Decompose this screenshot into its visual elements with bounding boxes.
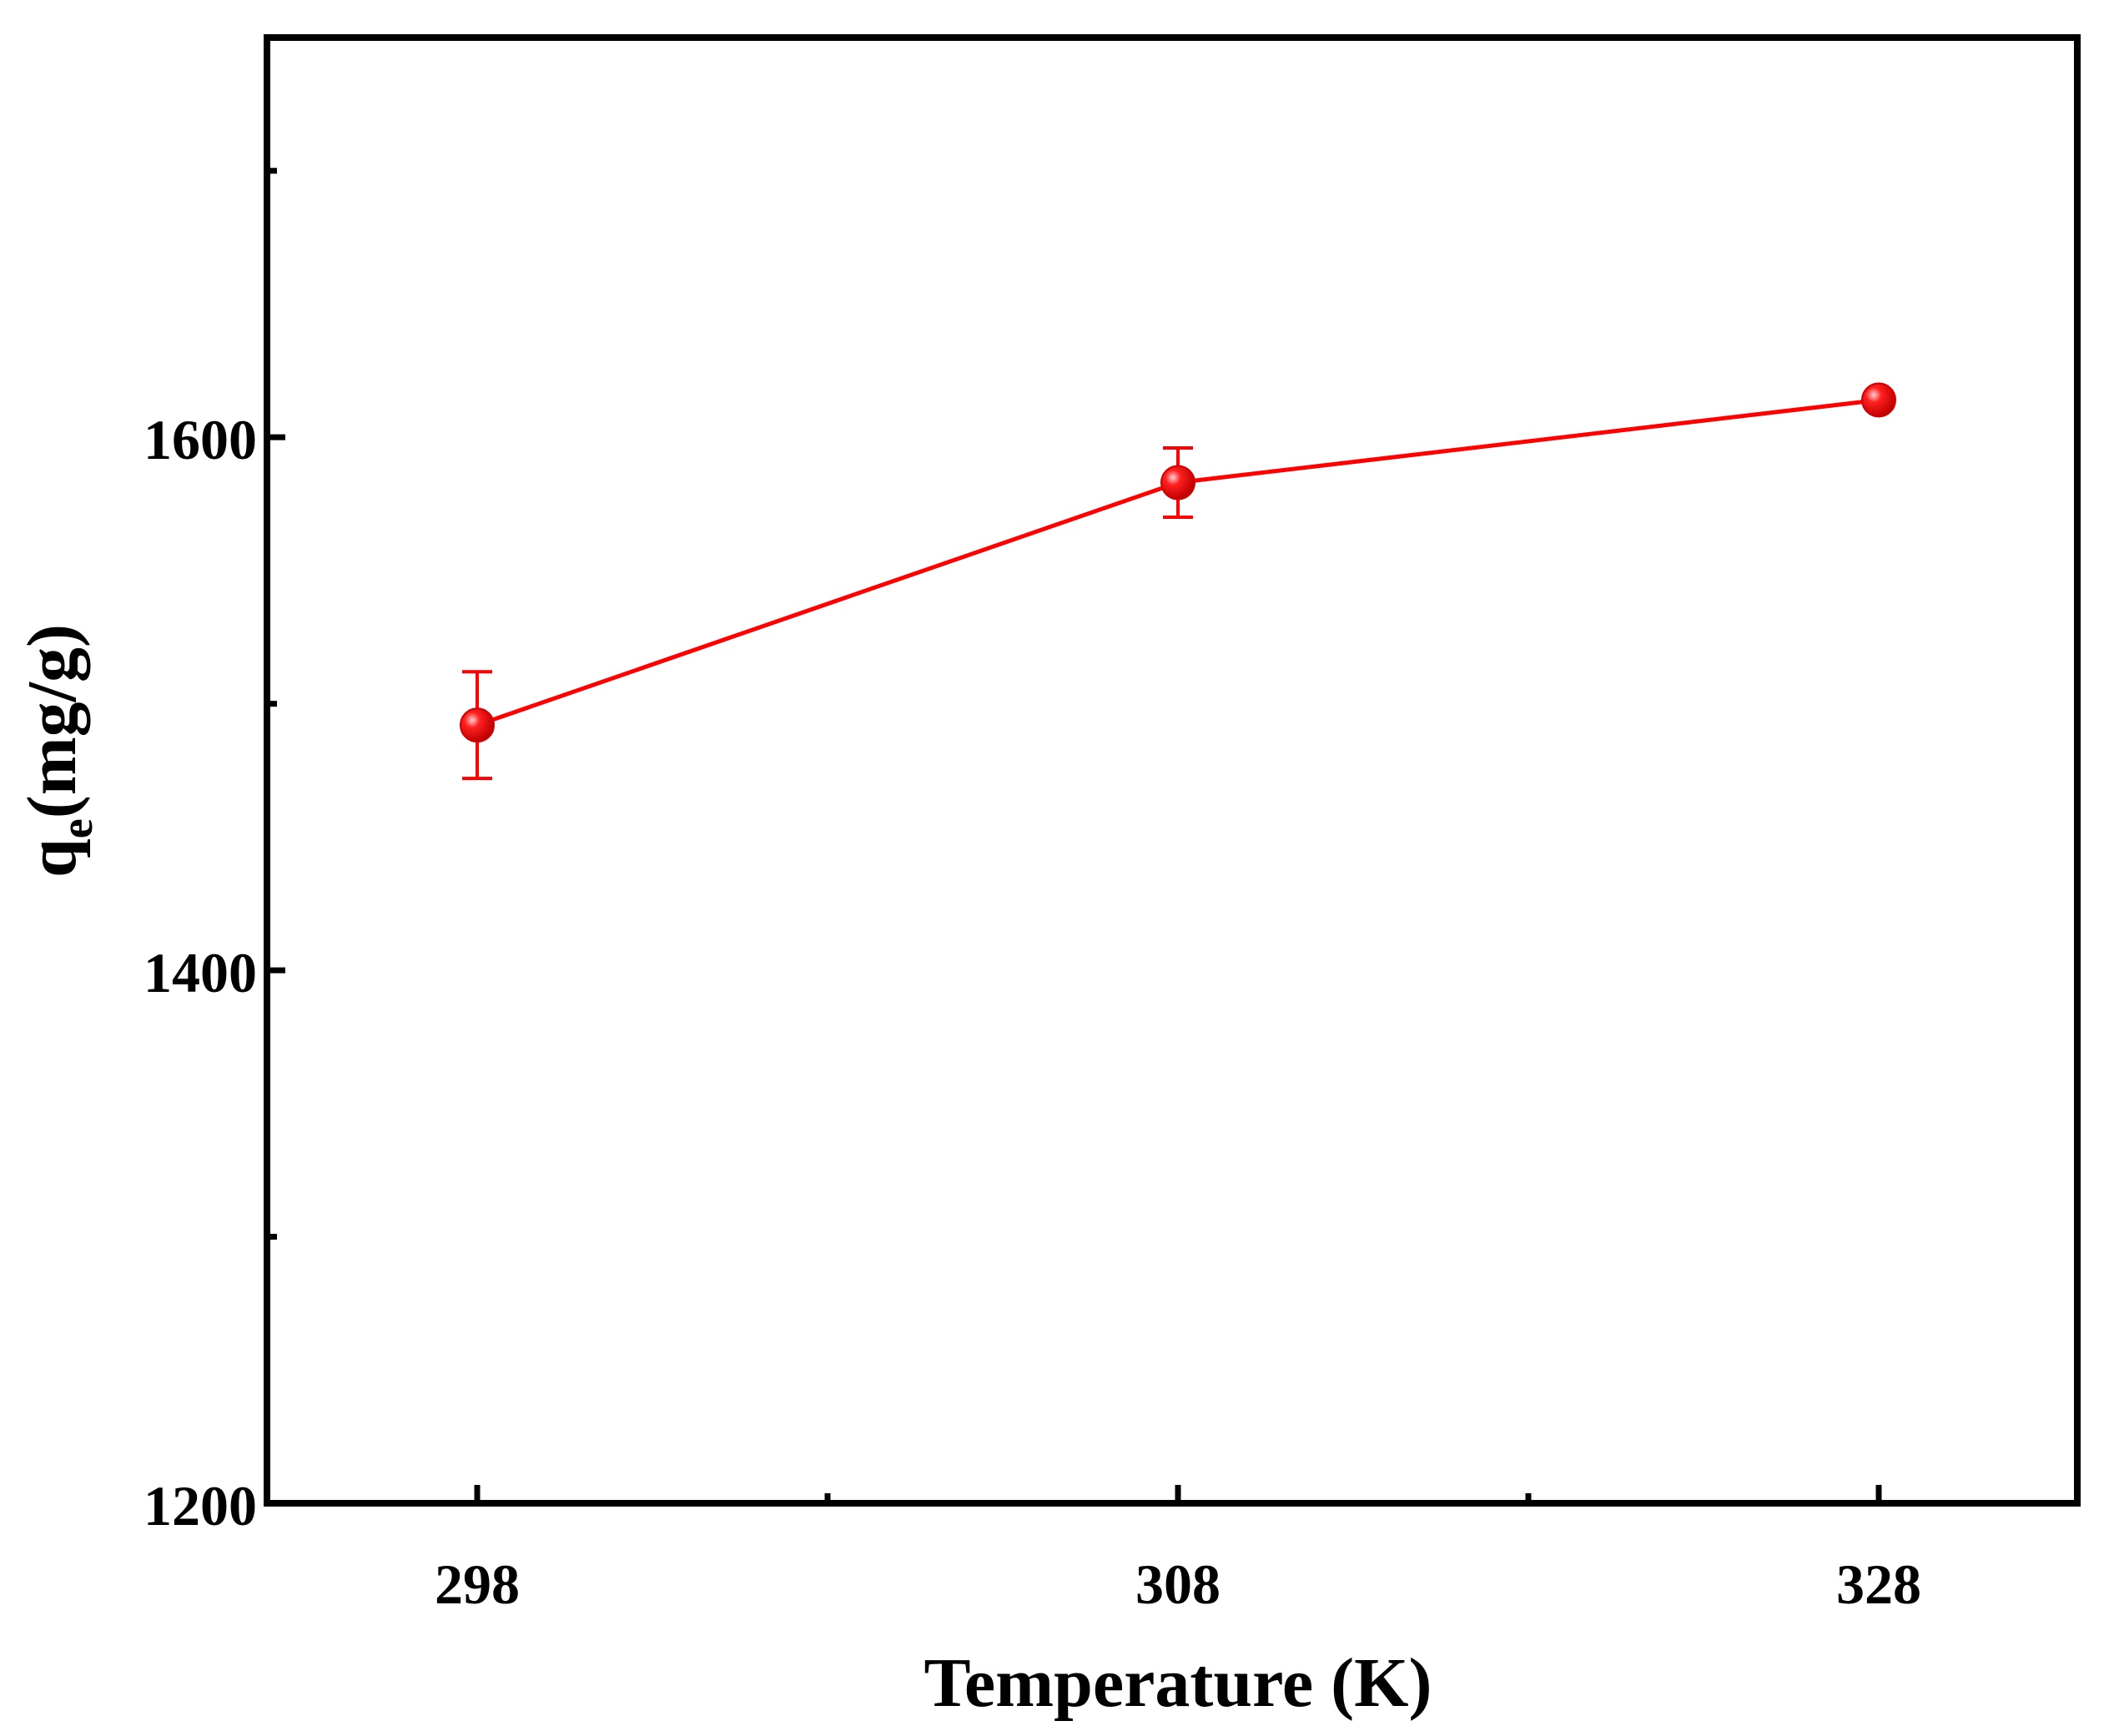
y-tick-label: 1200 bbox=[143, 1474, 257, 1537]
x-tick-label: 308 bbox=[1135, 1552, 1221, 1616]
y-axis-title: qe(mg/g) bbox=[13, 624, 102, 878]
data-point bbox=[1160, 465, 1195, 501]
data-point bbox=[1861, 382, 1896, 418]
series-layer bbox=[460, 382, 1896, 781]
x-tick-label: 298 bbox=[435, 1552, 520, 1616]
x-axis: 298 308 328 bbox=[435, 1485, 1921, 1616]
y-axis-title-main: q bbox=[13, 838, 91, 878]
x-axis-title: Temperature (K) bbox=[924, 1644, 1432, 1722]
plot-border bbox=[264, 34, 2081, 1507]
x-tick-label: 328 bbox=[1836, 1552, 1921, 1616]
y-axis: 1200 1400 1600 bbox=[143, 168, 285, 1537]
y-axis-title-subscript: e bbox=[52, 818, 102, 838]
y-axis-title-unit: (mg/g) bbox=[13, 624, 91, 818]
plot-frame bbox=[264, 34, 2081, 1507]
y-tick-label: 1600 bbox=[143, 408, 257, 471]
data-point bbox=[460, 707, 495, 743]
y-tick-label: 1400 bbox=[143, 941, 257, 1004]
